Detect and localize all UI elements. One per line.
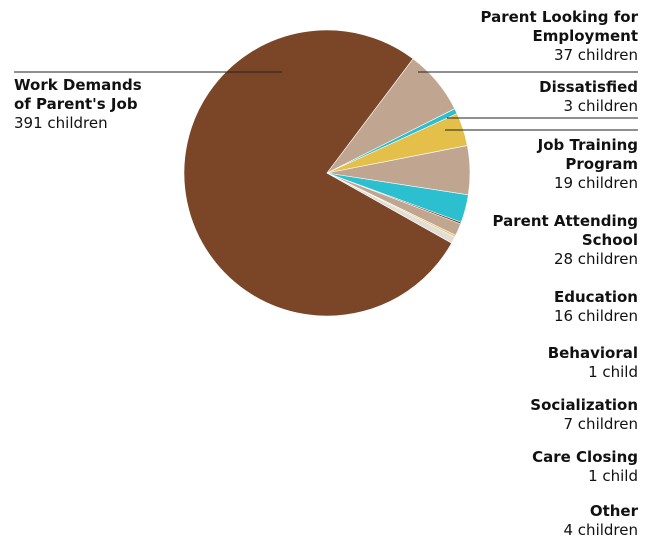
- slice-label: Job Training Program 19 children: [518, 136, 638, 193]
- value-label: 37 children: [553, 46, 638, 64]
- category-name: Behavioral: [547, 344, 638, 362]
- slice-label: Care Closing 1 child: [438, 448, 638, 486]
- value-label: 19 children: [553, 174, 638, 192]
- value-label: 391 children: [14, 114, 108, 132]
- value-label: 28 children: [553, 250, 638, 268]
- category-name: Other: [589, 502, 638, 520]
- slice-label: Dissatisfied 3 children: [438, 78, 638, 116]
- category-name: Parent Looking for Employment: [480, 8, 638, 45]
- category-name: Job Training Program: [537, 136, 638, 173]
- value-label: 1 child: [588, 467, 638, 485]
- value-label: 1 child: [588, 363, 638, 381]
- category-name: Care Closing: [532, 448, 638, 466]
- slice-label: Other 4 children: [438, 502, 639, 538]
- slice-label: Work Demands of Parent's Job 391 children: [14, 76, 149, 133]
- category-name: Education: [554, 288, 638, 306]
- slice-label: Parent Looking for Employment 37 children: [463, 8, 638, 65]
- category-name: Work Demands of Parent's Job: [14, 76, 142, 113]
- category-name: Socialization: [530, 396, 638, 414]
- value-label: 7 children: [563, 415, 639, 433]
- pie-slice: [326, 58, 456, 174]
- category-name: Parent Attending School: [492, 212, 638, 249]
- category-name: Dissatisfied: [539, 78, 638, 96]
- pie-slice: [183, 29, 453, 317]
- value-label: 3 children: [563, 97, 639, 115]
- slice-label: Behavioral 1 child: [438, 344, 638, 382]
- slice-label: Education 16 children: [438, 288, 638, 326]
- value-label: 4 children: [563, 521, 639, 538]
- slice-label: Socialization 7 children: [438, 396, 638, 434]
- slice-label: Parent Attending School 28 children: [473, 212, 638, 269]
- value-label: 16 children: [553, 307, 638, 325]
